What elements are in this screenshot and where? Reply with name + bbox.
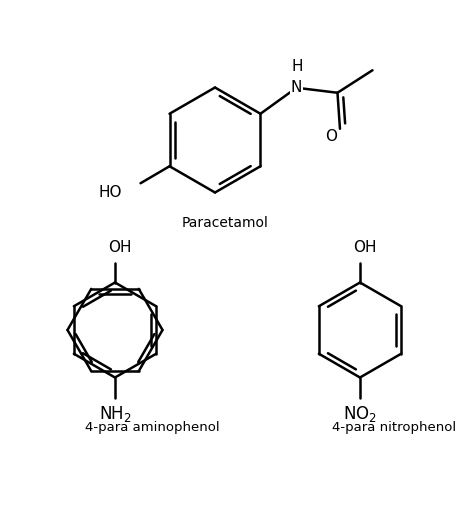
Text: 4-para aminophenol: 4-para aminophenol	[85, 421, 219, 434]
Text: OH: OH	[353, 240, 377, 255]
Text: OH: OH	[108, 240, 132, 255]
Text: NH$_2$: NH$_2$	[99, 404, 131, 423]
Text: O: O	[325, 129, 337, 144]
Text: H: H	[292, 59, 303, 74]
Text: N: N	[291, 80, 302, 95]
Text: HO: HO	[98, 185, 121, 200]
Text: 4-para nitrophenol: 4-para nitrophenol	[332, 421, 456, 434]
Text: NO$_2$: NO$_2$	[343, 404, 377, 423]
Text: Paracetamol: Paracetamol	[182, 215, 268, 229]
